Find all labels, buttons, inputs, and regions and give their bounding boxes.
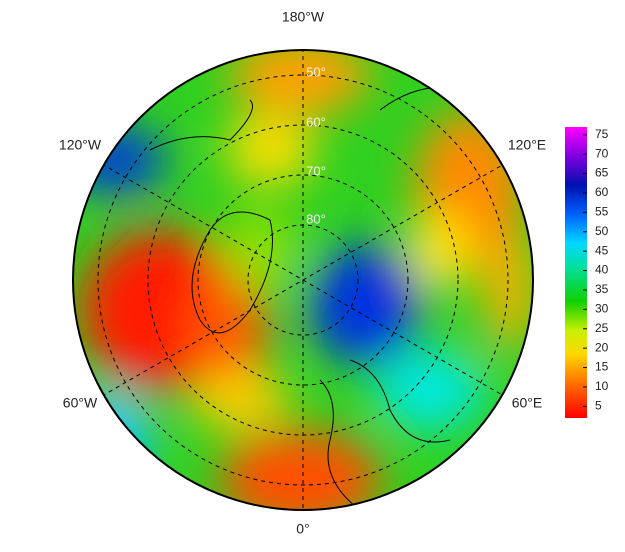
colorbar-tick-label: 50 xyxy=(595,224,609,238)
colorbar-tick-label: 20 xyxy=(595,340,609,354)
lon-label: 180°W xyxy=(282,9,325,25)
colorbar-tick-label: 60 xyxy=(595,185,609,199)
colorbar-tick-label: 55 xyxy=(595,205,609,219)
field xyxy=(73,50,533,510)
colorbar-tick-label: 70 xyxy=(595,146,609,160)
lon-label: 60°E xyxy=(512,395,543,411)
colorbar-tick-label: 40 xyxy=(595,263,609,277)
colorbar-tick-label: 75 xyxy=(595,127,609,141)
lat-label: 70° xyxy=(306,163,326,178)
lon-label: 0° xyxy=(296,521,309,537)
lat-label: 80° xyxy=(306,211,326,226)
colorbar-tick-label: 45 xyxy=(595,243,609,257)
colorbar-tick-label: 25 xyxy=(595,321,609,335)
colorbar-tick-label: 15 xyxy=(595,360,609,374)
colorbar-tick-label: 65 xyxy=(595,166,609,180)
lon-label: 120°E xyxy=(508,137,546,153)
lon-label: 60°W xyxy=(63,395,98,411)
colorbar-tick-label: 10 xyxy=(595,379,609,393)
colorbar xyxy=(565,127,587,418)
lon-label: 120°W xyxy=(59,137,102,153)
colorbar-tick-label: 30 xyxy=(595,302,609,316)
lat-label: 60° xyxy=(306,114,326,129)
lat-label: 50° xyxy=(306,64,326,79)
colorbar-tick-label: 35 xyxy=(595,282,609,296)
map-border xyxy=(72,49,534,511)
colorbar-tick-label: 5 xyxy=(595,399,602,413)
